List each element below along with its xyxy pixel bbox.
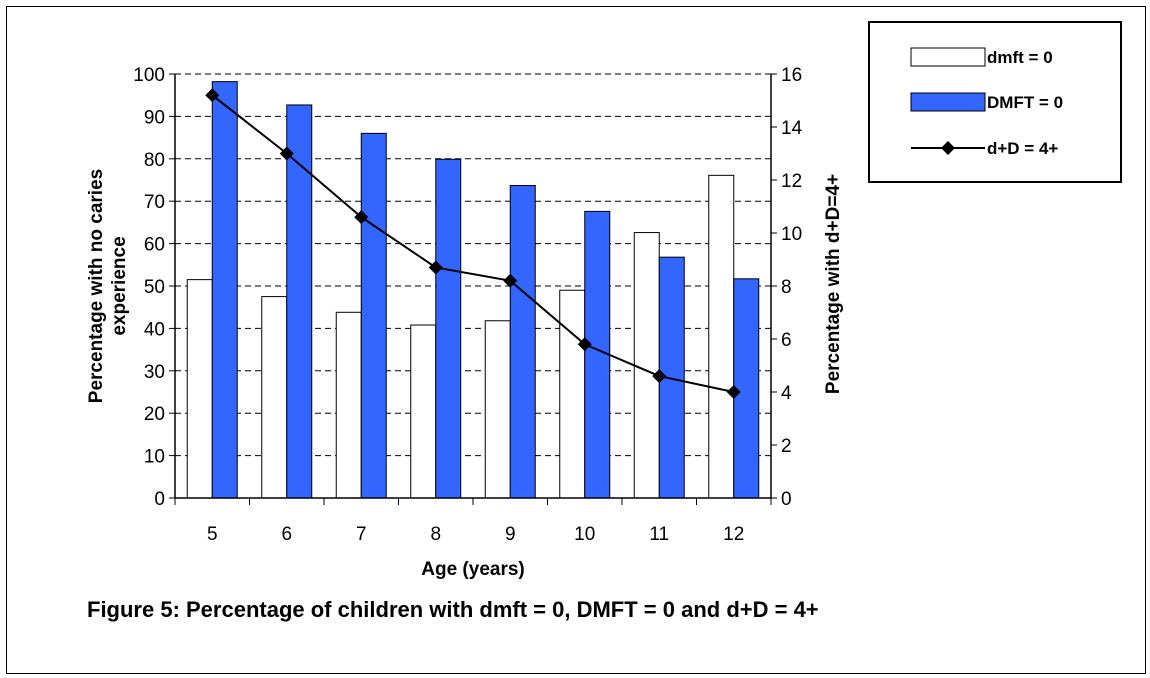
bar [410,324,437,499]
x-tick-label: 9 [505,524,516,545]
y2-tick-label: 2 [781,436,792,457]
y2-tick-label: 6 [781,330,792,351]
y-tick-label: 60 [144,235,165,256]
y-tick-label: 10 [144,447,165,468]
line-point [652,369,667,384]
y-tick-label: 80 [144,150,165,171]
legend-label: dmft = 0 [987,48,1053,67]
line-point [503,273,518,288]
figure-frame: 0 10 20 30 40 50 60 70 80 90 100 0 2 4 6 8 10 12 14 16 5 6 7 8 9… [6,6,1146,674]
x-tick-label: 10 [574,524,595,545]
line-point [428,260,443,275]
line-point [205,88,220,103]
series-line [211,94,734,393]
x-tick-label: 12 [723,524,744,545]
legend-marker [941,141,955,155]
bar [435,158,462,499]
bar [360,132,387,499]
bar [584,210,611,499]
bar [559,289,586,499]
x-tick-label: 7 [356,524,367,545]
x-tick-label: 6 [281,524,292,545]
y2-tick-label: 4 [781,383,792,404]
bar [708,174,735,499]
bar [211,81,238,499]
y-tick-label: 0 [154,489,165,510]
line-point [726,385,741,399]
line-point [354,210,369,225]
y2-tick-label: 0 [781,489,792,510]
chart: 0 10 20 30 40 50 60 70 80 90 100 0 2 4 6 8 10 12 14 16 5 6 7 8 9… [86,21,1122,580]
legend-label: d+D = 4+ [987,139,1058,158]
bar [335,311,362,499]
x-tick-label: 5 [207,524,218,545]
x-tick-label: 8 [430,524,441,545]
bar [261,296,288,499]
bar [633,232,660,499]
legend-label: DMFT = 0 [987,93,1063,112]
y-tick-label: 50 [144,277,165,298]
bar [733,278,760,499]
y-axis-title: Percentage with no caries experience [86,169,130,403]
y-tick-label: 30 [144,362,165,383]
y2-tick-label: 16 [781,65,802,86]
line-point [577,337,592,352]
y-tick-label: 20 [144,404,165,425]
y2-axis-title: Percentage with d+D=4+ [823,174,844,394]
bar [186,279,213,499]
y-tick-label: 70 [144,192,165,213]
line-point [279,146,294,161]
y-tick-label: 100 [133,65,165,86]
x-tick-label: 11 [649,524,669,545]
legend-swatch [910,92,986,112]
y2-tick-label: 10 [781,224,802,245]
y-tick-label: 90 [144,107,165,128]
y2-tick-label: 8 [781,277,792,298]
figure-caption: Figure 5: Percentage of children with dm… [87,597,819,622]
y2-tick-label: 14 [781,118,803,139]
bar [484,320,511,499]
bar [509,185,536,499]
x-axis-title: Age (years) [421,559,525,580]
legend-swatch [910,47,986,67]
y2-tick-label: 12 [781,171,802,192]
y-tick-label: 40 [144,319,165,340]
